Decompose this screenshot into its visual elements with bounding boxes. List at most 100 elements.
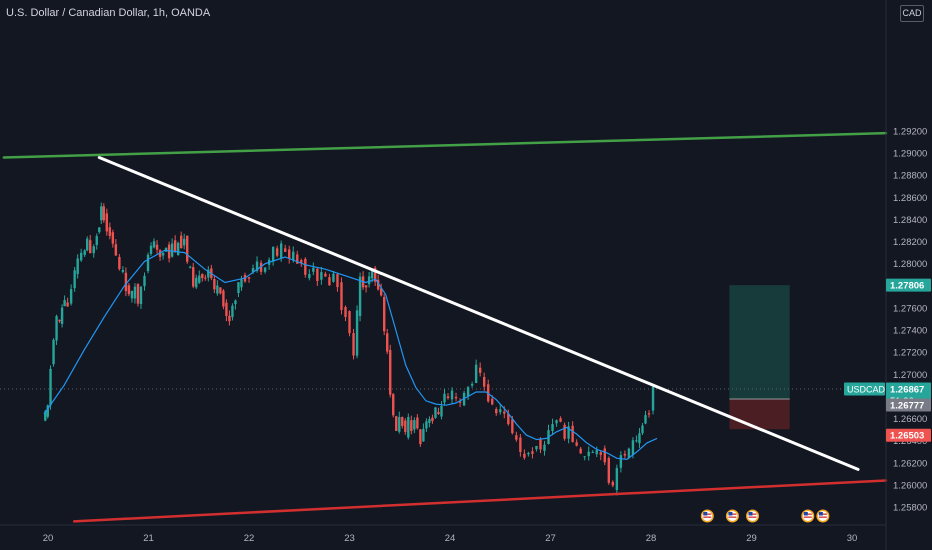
candle-body <box>382 297 386 332</box>
candle <box>195 274 198 289</box>
candle <box>431 414 434 424</box>
candle-body <box>130 290 134 299</box>
candle-body <box>284 248 287 252</box>
stop-price-label-bg <box>886 428 931 442</box>
candle <box>328 273 331 286</box>
candle-body <box>595 450 598 455</box>
candle <box>579 446 582 454</box>
candle <box>416 414 419 430</box>
candle <box>124 267 128 297</box>
last-price-label-value: 1.26867 <box>890 384 924 395</box>
moving-average-line <box>43 249 658 461</box>
candle <box>535 445 538 452</box>
candle <box>114 239 118 256</box>
candle <box>271 246 275 266</box>
candle <box>259 260 263 275</box>
candle-body <box>389 350 392 395</box>
candle-body <box>76 258 79 275</box>
candle-body <box>638 433 641 444</box>
candle-body <box>440 405 443 417</box>
candle-body <box>207 269 210 278</box>
candle <box>364 285 368 293</box>
candle-body <box>251 268 255 273</box>
candle-body <box>179 235 183 249</box>
candle-body <box>324 273 327 277</box>
candle-body <box>152 241 156 248</box>
candle <box>555 419 558 427</box>
candle-body <box>404 420 407 432</box>
candle-body <box>146 254 150 272</box>
candle-body <box>60 307 64 324</box>
candle <box>186 235 189 264</box>
candle <box>401 416 404 429</box>
candle <box>312 262 315 276</box>
candle <box>543 440 546 456</box>
candle <box>204 274 207 281</box>
candle <box>647 410 651 418</box>
price-tick-label: 1.29200 <box>893 126 927 137</box>
lower-channel-trendline <box>72 479 888 523</box>
candle <box>623 450 627 459</box>
candle <box>398 411 401 434</box>
candle <box>52 338 55 367</box>
candle <box>332 270 335 283</box>
target-price-label: 1.27806 <box>886 278 931 292</box>
candle-body <box>336 274 339 288</box>
candle <box>247 277 251 283</box>
candle <box>603 445 606 466</box>
candle <box>143 272 146 291</box>
event-flag-icon[interactable] <box>801 509 815 523</box>
candle-body <box>398 417 401 432</box>
candle <box>355 305 359 359</box>
candle <box>198 270 201 285</box>
candle-body <box>105 213 109 232</box>
candle-body <box>189 266 192 268</box>
candle-body <box>155 244 159 250</box>
candle-body <box>651 386 655 411</box>
candle-body <box>515 435 518 440</box>
candle <box>575 439 578 447</box>
candle-body <box>511 419 514 434</box>
candle-body <box>296 254 299 264</box>
stop-price-label-value: 1.26503 <box>890 431 924 442</box>
time-tick-label: 20 <box>43 533 54 544</box>
candle-body <box>300 260 303 263</box>
event-flag-icon[interactable] <box>700 509 714 523</box>
candle-body <box>98 227 101 233</box>
event-flag-icon[interactable] <box>816 509 830 523</box>
candle-body <box>124 272 128 292</box>
candle-body <box>79 252 83 261</box>
candle-body <box>352 333 355 356</box>
time-tick-label: 21 <box>143 533 154 544</box>
candle <box>615 464 619 496</box>
price-tick-label: 1.28800 <box>893 171 927 182</box>
stop-price-label: 1.26503 <box>886 428 931 442</box>
candle-body <box>386 333 389 352</box>
candle <box>63 295 66 307</box>
candle-body <box>599 452 602 455</box>
candle <box>454 392 458 402</box>
candle-body <box>458 401 462 403</box>
candle <box>482 372 486 391</box>
candle <box>320 266 323 285</box>
event-flag-icon[interactable] <box>725 509 739 523</box>
price-tick-label: 1.25800 <box>893 503 927 514</box>
candle <box>173 235 177 253</box>
candle <box>130 290 134 303</box>
candle-body <box>482 376 486 387</box>
currency-selector[interactable]: CAD <box>900 5 924 22</box>
candle-body <box>127 285 131 295</box>
candle <box>98 227 101 234</box>
candle <box>288 245 291 264</box>
candle-body <box>49 368 52 406</box>
candle-body <box>428 419 431 423</box>
candle-body <box>474 364 478 383</box>
candle <box>234 299 237 310</box>
candle-body <box>567 426 570 439</box>
event-flag-icon[interactable] <box>746 509 760 523</box>
candle <box>389 344 392 398</box>
candle <box>201 273 204 282</box>
price-tick-label: 1.28600 <box>893 193 927 204</box>
candle <box>361 271 365 290</box>
